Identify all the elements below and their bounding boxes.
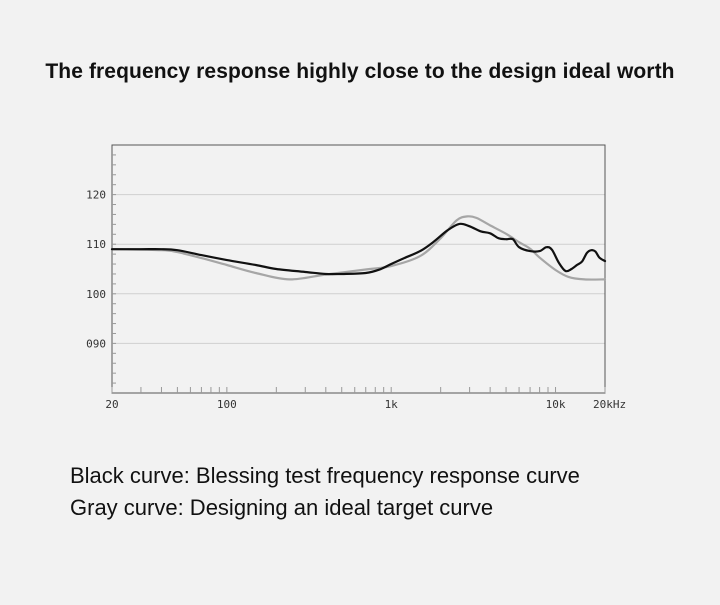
gray-target-curve bbox=[110, 215, 607, 281]
x-tick-label: 20 bbox=[105, 398, 118, 411]
black-curve-caption: Black curve: Blessing test frequency res… bbox=[70, 463, 580, 488]
y-tick-label: 090 bbox=[86, 337, 106, 350]
x-tick-label: 1k bbox=[385, 398, 399, 411]
frequency-response-chart: 120 110 100 090 20 100 1k 10k 20kHz bbox=[86, 144, 626, 411]
x-tick-label: 10k bbox=[546, 398, 566, 411]
series bbox=[110, 215, 607, 281]
x-tick-label: 100 bbox=[217, 398, 237, 411]
y-tick-label: 120 bbox=[86, 189, 106, 202]
gray-curve-caption: Gray curve: Designing an ideal target cu… bbox=[70, 495, 494, 520]
x-tick-labels: 20 100 1k 10k 20kHz bbox=[105, 398, 626, 411]
y-tick-label: 110 bbox=[86, 238, 106, 251]
plot-frame bbox=[111, 144, 606, 394]
minor-ticks bbox=[111, 154, 606, 393]
black-measured-curve bbox=[110, 222, 607, 276]
chart-title: The frequency response highly close to t… bbox=[45, 60, 675, 83]
y-tick-labels: 120 110 100 090 bbox=[86, 189, 106, 351]
x-tick-label: 20kHz bbox=[593, 398, 626, 411]
legend-captions: Black curve: Blessing test frequency res… bbox=[70, 460, 580, 524]
y-tick-label: 100 bbox=[86, 288, 106, 301]
grid bbox=[112, 194, 605, 344]
